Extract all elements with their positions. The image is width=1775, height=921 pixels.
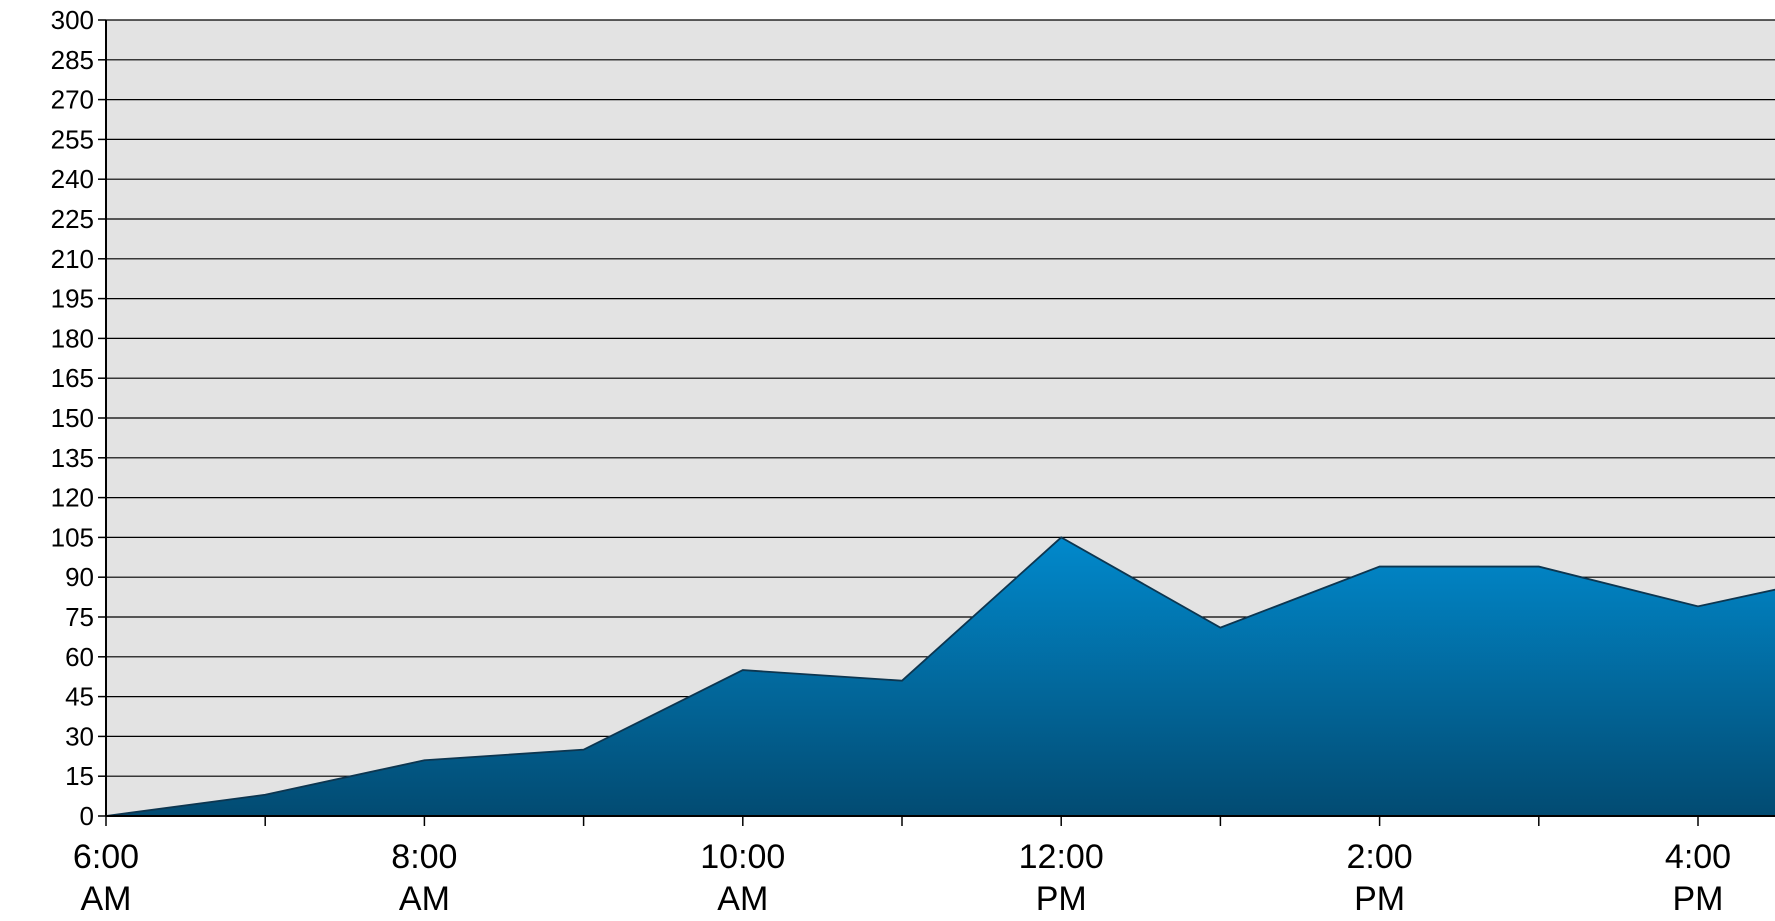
area-series [105,536,1775,817]
y-tick-label: 45 [65,682,94,712]
y-tick-label: 165 [51,363,94,393]
y-tick-label: 60 [65,642,94,672]
y-tick-label: 285 [51,45,94,75]
area-outline [105,536,1775,817]
y-tick-label: 240 [51,164,94,194]
x-tick-label: 4:00 PM [1665,838,1731,918]
y-tick-label: 255 [51,124,94,154]
x-tick-label: 6:00 AM [73,838,139,918]
y-tick-label: 225 [51,204,94,234]
y-tick-label: 195 [51,284,94,314]
y-tick-label: 300 [51,5,94,35]
y-tick-label: 180 [51,323,94,353]
x-tick-label: 10:00 AM [700,838,785,918]
x-tick-label: 2:00 PM [1347,838,1413,918]
gridlines [98,19,1775,817]
area-fill [106,537,1775,816]
x-tick-labels: 6:00AM8:00AM10:00AM12:00PM2:00PM4:00PM6:… [73,838,1731,918]
y-tick-label: 150 [51,403,94,433]
y-tick-label: 105 [51,522,94,552]
y-tick-label: 75 [65,602,94,632]
x-tick-label: 8:00 AM [391,838,457,918]
y-tick-label: 30 [65,721,94,751]
y-tick-label: 15 [65,761,94,791]
x-tick-label: 12:00 PM [1019,838,1104,918]
y-tick-label: 270 [51,85,94,115]
y-tick-labels: 0 15 30 45 60 75 90 105 120 135 150 165 180 195 210 225… [51,5,94,831]
y-tick-label: 120 [51,483,94,513]
y-tick-label: 135 [51,443,94,473]
y-tick-label: 210 [51,244,94,274]
axes [105,20,1775,826]
y-tick-label: 90 [65,562,94,592]
y-tick-label: 0 [80,801,94,831]
